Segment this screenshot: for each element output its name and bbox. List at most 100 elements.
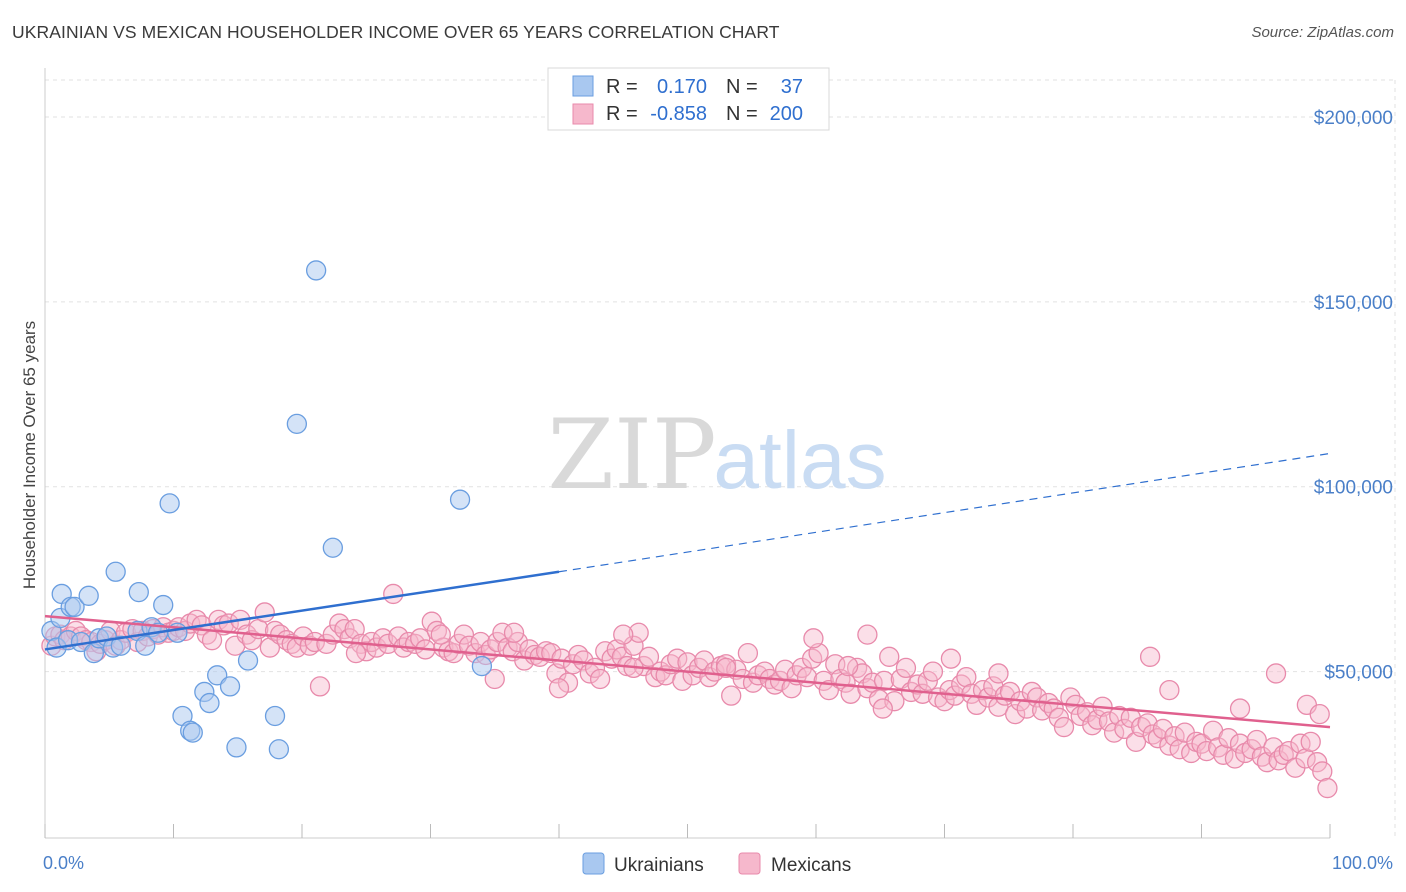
mexicans-point: [503, 622, 525, 643]
legend-r-value-2: -0.858: [650, 103, 707, 125]
ukrainians-point: [305, 260, 327, 281]
bottom-legend-mexicans: Mexicans: [771, 855, 851, 876]
mexicans-point: [872, 698, 893, 719]
mexicans-point: [1246, 729, 1267, 751]
ukrainians-point: [237, 650, 259, 671]
ukrainians-point: [286, 413, 308, 435]
mexicans-point: [813, 670, 834, 692]
mexicans-point: [1137, 713, 1158, 734]
y-tick-labels: $50,000 $100,000 $150,000 $200,000: [1314, 108, 1393, 684]
mexicans-trend-line: [44, 614, 1331, 729]
x-tick-label-start: 0.0%: [43, 853, 84, 873]
legend-n-label-2: N =: [726, 103, 758, 125]
mexicans-point: [613, 624, 634, 645]
mexicans-point: [737, 642, 759, 664]
mexicans-point: [453, 624, 475, 645]
mexicans-point: [961, 683, 982, 704]
mexicans-point: [934, 691, 955, 712]
mexicans-point: [940, 648, 962, 669]
mexicans-point: [1300, 731, 1321, 753]
mexicans-point: [922, 661, 944, 682]
mexicans-point: [344, 618, 365, 640]
mexicans-point: [895, 657, 917, 679]
ukrainians-point: [471, 655, 493, 677]
mexicans-point: [1309, 703, 1330, 725]
mexicans-point: [857, 624, 878, 645]
mexicans-point: [1213, 744, 1234, 765]
mexicans-point: [487, 631, 508, 653]
x-tick-label-end: 100.0%: [1332, 853, 1393, 873]
ukrainians-point: [449, 489, 471, 510]
mexicans-point: [383, 583, 404, 605]
y-tick-label: $100,000: [1314, 478, 1393, 499]
mexicans-points: [41, 583, 1338, 799]
legend-r-label-2: R =: [606, 103, 638, 125]
ukrainians-point: [226, 737, 247, 758]
x-tick-labels: 0.0% 100.0%: [43, 853, 1393, 873]
mexicans-point: [548, 678, 570, 699]
mexicans-point: [1053, 716, 1075, 738]
mexicans-point: [541, 642, 562, 664]
mexicans-point: [1295, 748, 1316, 769]
ukrainians-point: [264, 705, 286, 727]
ukrainians-point: [153, 594, 174, 616]
mexicans-point: [309, 676, 331, 697]
mexicans-point: [1265, 663, 1287, 684]
mexicans-point: [704, 661, 725, 682]
ukrainians-point: [182, 722, 203, 743]
legend-n-label-1: N =: [726, 76, 758, 98]
chart-title: UKRAINIAN VS MEXICAN HOUSEHOLDER INCOME …: [12, 22, 780, 42]
y-tick-label: $200,000: [1314, 108, 1393, 129]
mexicans-point: [1139, 646, 1161, 667]
ukrainians-trend-line-solid: [44, 570, 560, 651]
mexicans-point: [884, 691, 905, 712]
mexicans-point: [1016, 698, 1037, 719]
mexicans-point: [803, 628, 824, 649]
mexicans-point: [837, 655, 859, 677]
ukrainians-point: [219, 676, 241, 697]
ukrainians-trend-line-dashed: [558, 452, 1331, 573]
mexicans-point: [721, 685, 742, 706]
mexicans-point: [801, 648, 823, 669]
mexicans-point: [988, 663, 1009, 684]
ukrainians-points: [41, 260, 493, 760]
mexicans-point: [628, 622, 649, 643]
mexicans-point: [1307, 752, 1328, 773]
y-axis-label: Householder Income Over 65 years: [20, 321, 39, 589]
ukrainians-point: [322, 537, 343, 558]
y-tick-label: $150,000: [1314, 293, 1393, 314]
mexicans-point: [514, 650, 535, 671]
watermark: ZIP atlas: [547, 399, 886, 511]
ukrainians-point: [78, 585, 99, 606]
legend-swatch-ukrainians: [572, 75, 594, 97]
legend-swatch-mexicans: [572, 103, 594, 125]
watermark-atlas: atlas: [713, 415, 886, 506]
mexicans-point: [1229, 698, 1251, 719]
mexicans-point: [638, 646, 660, 667]
mexicans-point: [345, 642, 367, 664]
bottom-legend: Ukrainians Mexicans: [582, 852, 851, 876]
bottom-legend-ukrainians: Ukrainians: [614, 855, 704, 876]
mexicans-point: [1317, 777, 1338, 799]
mexicans-point: [917, 670, 938, 692]
ukrainians-point: [207, 665, 228, 686]
mexicans-point: [715, 657, 737, 679]
bottom-legend-swatch-ukrainians: [582, 852, 605, 875]
legend-r-value-1: 0.170: [657, 76, 707, 98]
mexicans-point: [796, 667, 818, 688]
mexicans-point: [1130, 716, 1152, 738]
source-credit: Source: ZipAtlas.com: [1251, 24, 1394, 41]
mexicans-point: [1114, 718, 1135, 740]
mexicans-point: [470, 631, 491, 653]
mexicans-point: [573, 650, 594, 671]
mexicans-point: [956, 667, 977, 688]
mexicans-point: [879, 646, 900, 667]
mexicans-point: [1263, 737, 1284, 758]
y-tick-label: $50,000: [1324, 663, 1393, 684]
ukrainians-point: [135, 635, 156, 656]
mexicans-point: [448, 633, 469, 655]
ukrainians-point: [110, 635, 131, 656]
mexicans-point: [1218, 728, 1239, 749]
ukrainians-point: [268, 739, 290, 760]
